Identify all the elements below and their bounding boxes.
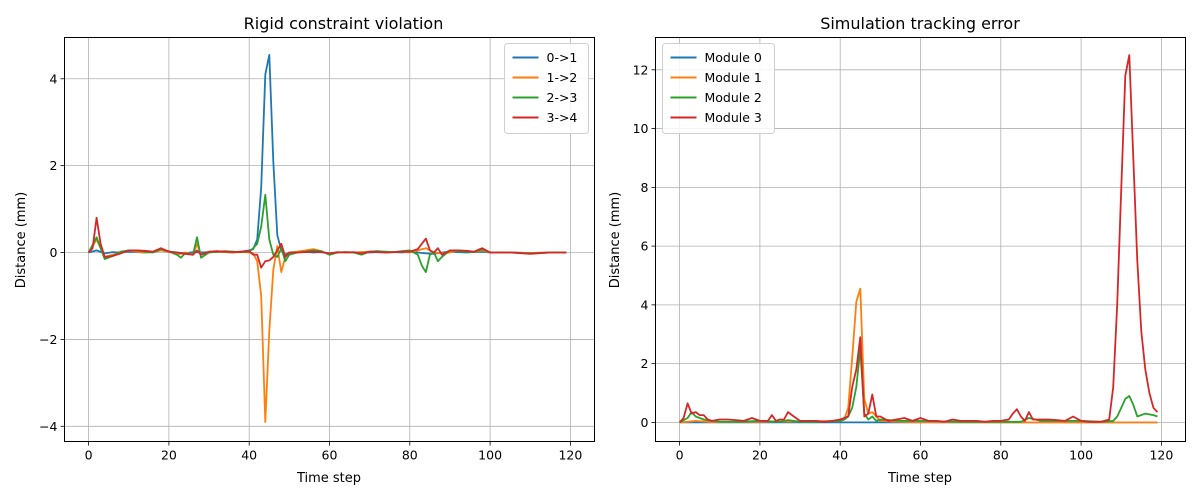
x-axis-label: Time step xyxy=(296,471,361,486)
x-tick-label: 0 xyxy=(85,448,93,463)
y-tick-label: 8 xyxy=(641,180,649,195)
series-line-2-3 xyxy=(87,193,567,274)
series-line-0-1 xyxy=(88,54,567,256)
series-line-3-4 xyxy=(87,216,567,269)
chart-simulation-tracking-error: Simulation tracking error Time step Dist… xyxy=(608,14,1186,486)
series-line-module-1 xyxy=(679,287,1158,424)
x-axis-label: Time step xyxy=(887,471,952,486)
axis-ticks: 0 20 40 60 80 100 120 −4 −2 0 2 4 xyxy=(39,71,582,462)
x-tick-label: 120 xyxy=(558,448,582,463)
y-tick-label: 6 xyxy=(641,239,649,254)
y-tick-label: 2 xyxy=(641,356,649,371)
y-axis-label: Distance (mm) xyxy=(14,192,29,288)
legend: Module 0 Module 1 Module 2 Module 3 xyxy=(662,43,775,134)
y-tick-label: 12 xyxy=(633,62,649,77)
x-tick-label: 60 xyxy=(913,448,929,463)
legend-label: Module 0 xyxy=(705,50,762,65)
chart-rigid-constraint-violation: Rigid constraint violation Time step Dis… xyxy=(14,14,595,486)
legend: 0->1 1->2 2->3 3->4 xyxy=(504,43,589,134)
legend-box xyxy=(504,43,589,134)
legend-label: 1->2 xyxy=(547,70,578,85)
x-tick-label: 120 xyxy=(1149,448,1173,463)
x-tick-label: 100 xyxy=(478,448,502,463)
x-tick-label: 100 xyxy=(1069,448,1093,463)
chart-title: Simulation tracking error xyxy=(820,14,1020,33)
data-series xyxy=(678,54,1159,424)
y-tick-label: 10 xyxy=(633,121,649,136)
legend-label: 3->4 xyxy=(547,110,578,125)
x-tick-label: 20 xyxy=(752,448,768,463)
axis-ticks: 0 20 40 60 80 100 120 0 2 4 6 8 10 12 xyxy=(633,62,1174,462)
x-tick-label: 80 xyxy=(402,448,418,463)
y-tick-label: −4 xyxy=(39,419,57,434)
series-line-module-3 xyxy=(678,54,1159,424)
legend-label: Module 1 xyxy=(705,70,762,85)
x-tick-label: 20 xyxy=(161,448,177,463)
legend-label: Module 3 xyxy=(705,110,762,125)
y-tick-label: 0 xyxy=(50,245,58,260)
x-tick-label: 40 xyxy=(832,448,848,463)
series-line-1-2 xyxy=(87,238,567,423)
data-series xyxy=(87,54,567,423)
x-tick-label: 80 xyxy=(993,448,1009,463)
legend-box xyxy=(662,43,775,134)
x-tick-label: 0 xyxy=(676,448,684,463)
y-tick-label: 2 xyxy=(50,158,58,173)
y-tick-label: −2 xyxy=(39,332,57,347)
y-axis-label: Distance (mm) xyxy=(608,192,623,288)
legend-label: Module 2 xyxy=(705,90,762,105)
legend-label: 2->3 xyxy=(547,90,578,105)
y-tick-label: 0 xyxy=(641,415,649,430)
chart-title: Rigid constraint violation xyxy=(244,14,444,33)
legend-label: 0->1 xyxy=(547,50,578,65)
series-line-module-2 xyxy=(679,347,1158,424)
y-tick-label: 4 xyxy=(641,297,649,312)
y-tick-label: 4 xyxy=(50,71,58,86)
x-tick-label: 60 xyxy=(322,448,338,463)
x-tick-label: 40 xyxy=(241,448,257,463)
